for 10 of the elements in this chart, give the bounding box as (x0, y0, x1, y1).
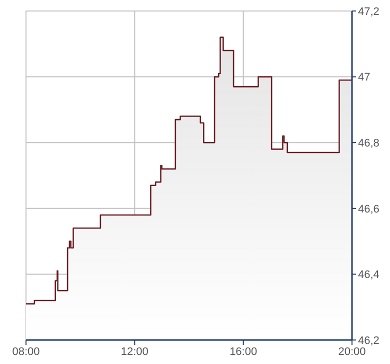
y-tick-label: 46,2 (358, 334, 380, 347)
x-tick-label: 08:00 (12, 346, 40, 358)
y-tick-label: 46,8 (358, 138, 380, 150)
x-tick-label: 12:00 (120, 346, 148, 358)
y-tick-label: 47,2 (358, 6, 380, 18)
x-tick-label: 20:00 (338, 346, 366, 358)
y-tick-label: 47 (358, 72, 370, 84)
y-tick-label: 46,4 (358, 269, 380, 282)
x-tick-label: 16:00 (230, 346, 258, 358)
y-tick-label: 46,6 (358, 203, 380, 216)
